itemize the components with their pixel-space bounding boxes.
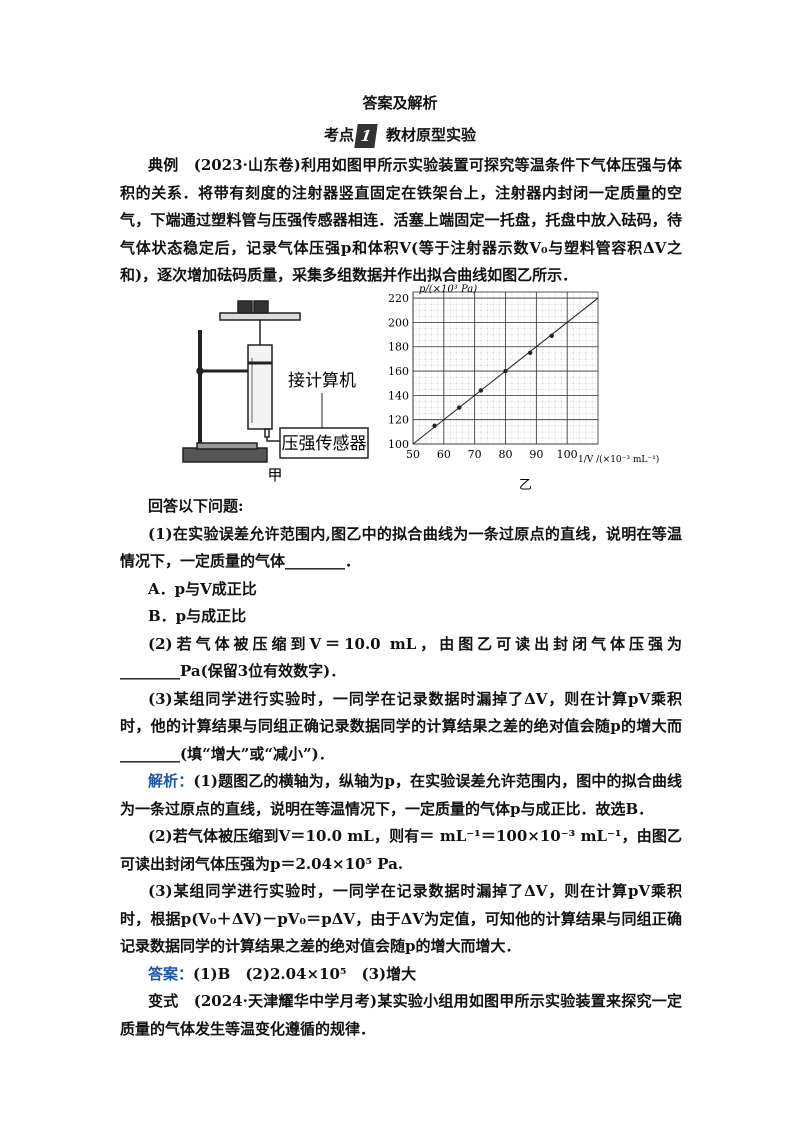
data-point — [478, 388, 484, 393]
example: 典例 (2023·山东卷)利用如图甲所示实验装置可探究等温条件下气体压强与体积的… — [120, 152, 682, 290]
caption: 甲 — [267, 466, 282, 484]
y-tick-label: 180 — [388, 341, 409, 354]
question-2: (2)若气体被压缩到V＝10.0 mL，由图乙可读出封闭气体压强为_______… — [120, 634, 682, 681]
chart: 100 120 140 160 180 200 220 50 60 70 80 90 100 p/(×10… — [388, 284, 659, 493]
analysis-1: (1)题图乙的横轴为，纵轴为p，在实验误差允许范围内，图中的拟合曲线为一条过原点… — [120, 772, 682, 818]
example-text: (2023·山东卷)利用如图甲所示实验装置可探究等温条件下气体压强与体积的关系．… — [120, 156, 682, 284]
variant-label: 变式 — [148, 992, 179, 1010]
option: B．p与成正比 — [148, 607, 247, 625]
x-tick-label: 90 — [529, 448, 543, 461]
section-heading: 考点 1 教材原型实验 — [0, 124, 800, 148]
example-label: 典例 — [148, 156, 179, 174]
analysis-label: 解析： — [148, 772, 194, 790]
x-tick-label: 100 — [557, 448, 578, 461]
analysis-3: (3)某组同学进行实验时，一同学在记录数据时漏掉了ΔV，则在计算pV乘积时，根据… — [120, 882, 682, 955]
section-label: 考点 — [323, 126, 354, 144]
data-point — [549, 333, 554, 338]
section-number: 1 — [354, 124, 378, 148]
analysis-2: (2)若气体被压缩到V＝10.0 mL，则有＝ mL⁻¹＝100×10⁻³ mL… — [120, 827, 682, 873]
variant-text: (2024·天津耀华中学月考)某实验小组用如图甲所示实验装置来探究一定质量的气体… — [120, 992, 682, 1038]
question-intro: 回答以下问题: — [148, 497, 244, 515]
y-tick-label: 220 — [388, 292, 409, 305]
option: A．p与V成正比 — [148, 579, 257, 598]
figure: 接计算机 压强传感器 甲 100 120 140 160 180 200 220 50 60 70… — [182, 284, 659, 493]
chart-caption: 乙 — [519, 478, 532, 493]
section-title: 教材原型实验 — [386, 126, 477, 144]
data-point — [503, 368, 508, 374]
y-tick-label: 200 — [388, 316, 409, 329]
y-tick-label: 100 — [388, 438, 409, 451]
question-1: (1)在实验误差允许范围内,图乙中的拟合曲线为一条过原点的直线，说明在等温情况下… — [120, 524, 682, 571]
x-tick-label: 50 — [406, 448, 420, 461]
y-tick-label: 120 — [388, 414, 409, 427]
question-3: (3)某组同学进行实验时，一同学在记录数据时漏掉了ΔV，则在计算pV乘积时，他的… — [120, 689, 682, 763]
apparatus — [182, 300, 369, 463]
answer-text: (1)B (2)2.04×10⁵ (3)增大 — [193, 964, 417, 983]
x-tick-label: 60 — [437, 448, 451, 461]
y-axis-label: p/(×10³ Pa) — [419, 284, 477, 295]
y-tick-label: 160 — [388, 365, 409, 378]
questions: 回答以下问题: (1)在实验误差允许范围内,图乙中的拟合曲线为一条过原点的直线，… — [120, 493, 682, 1043]
data-point — [527, 350, 533, 355]
data-point — [457, 405, 462, 410]
title: 答案及解析 — [362, 94, 438, 112]
label-computer: 接计算机 — [288, 371, 356, 391]
x-tick-label: 70 — [468, 448, 482, 461]
data-point — [432, 423, 437, 428]
x-axis-label: 1/V /(×10⁻³ mL⁻¹) — [578, 454, 659, 465]
label-sensor: 压强传感器 — [282, 434, 367, 454]
y-tick-label: 140 — [388, 389, 409, 402]
answer-label: 答案： — [148, 964, 194, 983]
x-tick-label: 80 — [499, 448, 513, 461]
